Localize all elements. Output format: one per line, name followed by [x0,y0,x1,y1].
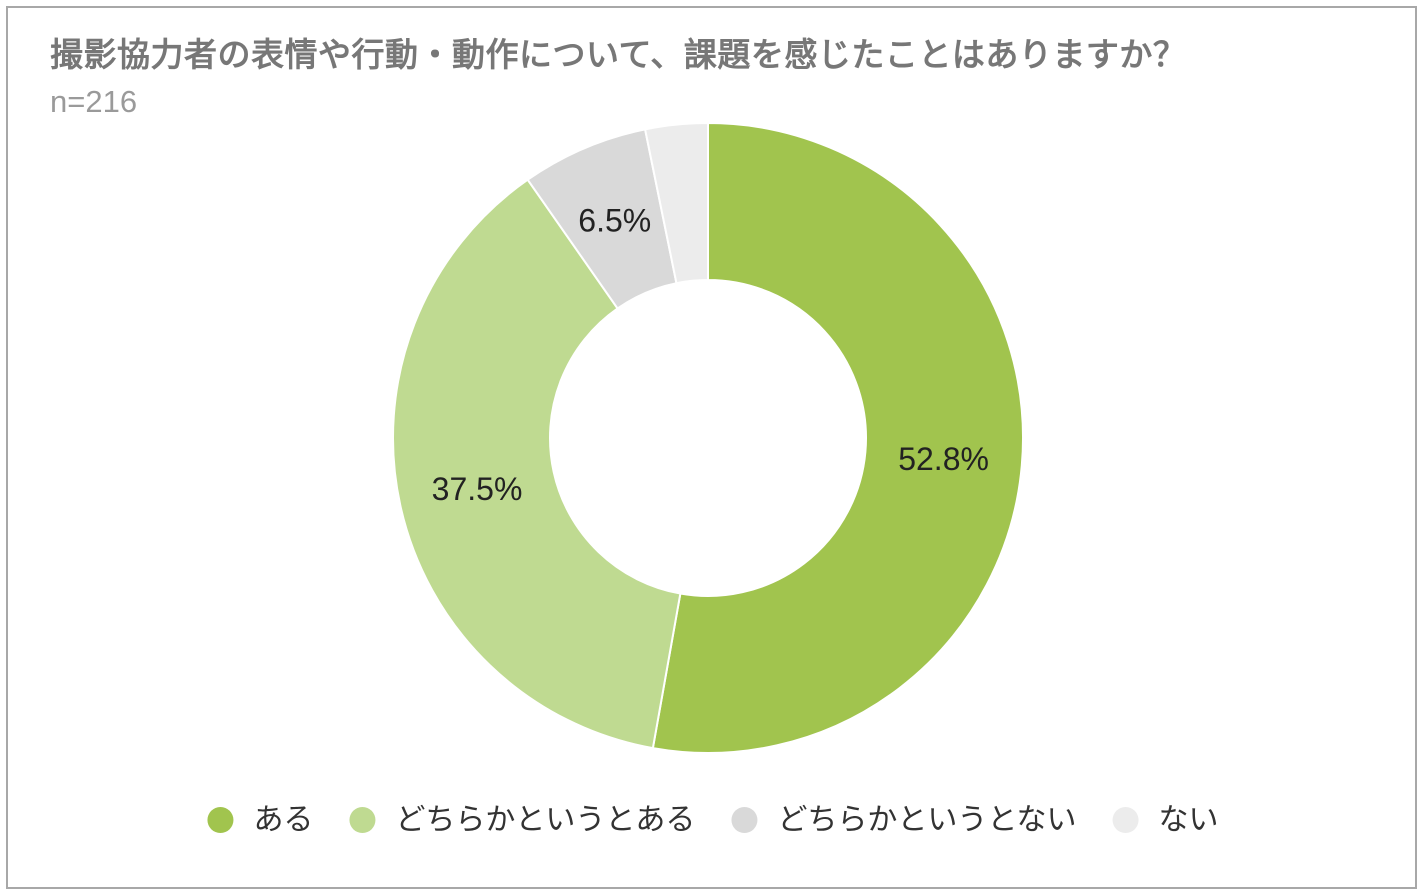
legend-marker-2 [349,807,376,833]
data-label-3: 6.5% [578,203,651,239]
legend-item-3: どちらかというとない [731,803,1077,838]
legend-label-1: ある [253,803,313,838]
legend-item-4: ない [1112,803,1219,838]
donut-slice-4 [643,121,709,285]
donut-data-labels: 52.8% 37.5% 6.5% [432,203,989,507]
donut-slice-2 [392,178,682,750]
chart-title: 撮影協力者の表情や行動・動作について、課題を感じたことはありますか？ [50,35,1187,74]
donut-slice-1 [651,121,1024,754]
legend: ある どちらかというとある どちらかというとない ない [207,803,1219,838]
legend-marker-4 [1112,807,1139,833]
legend-marker-1 [207,807,234,833]
data-label-2: 37.5% [432,471,523,507]
legend-label-4: ない [1159,803,1219,838]
donut-slices [392,121,1024,754]
legend-marker-3 [731,807,758,833]
chart-subtitle: n=216 [50,84,138,119]
legend-item-1: ある [207,803,313,838]
legend-label-3: どちらかというとない [777,803,1076,838]
data-label-1: 52.8% [898,441,989,477]
legend-label-2: どちらかというとある [395,803,695,838]
legend-item-2: どちらかというとある [349,803,695,838]
